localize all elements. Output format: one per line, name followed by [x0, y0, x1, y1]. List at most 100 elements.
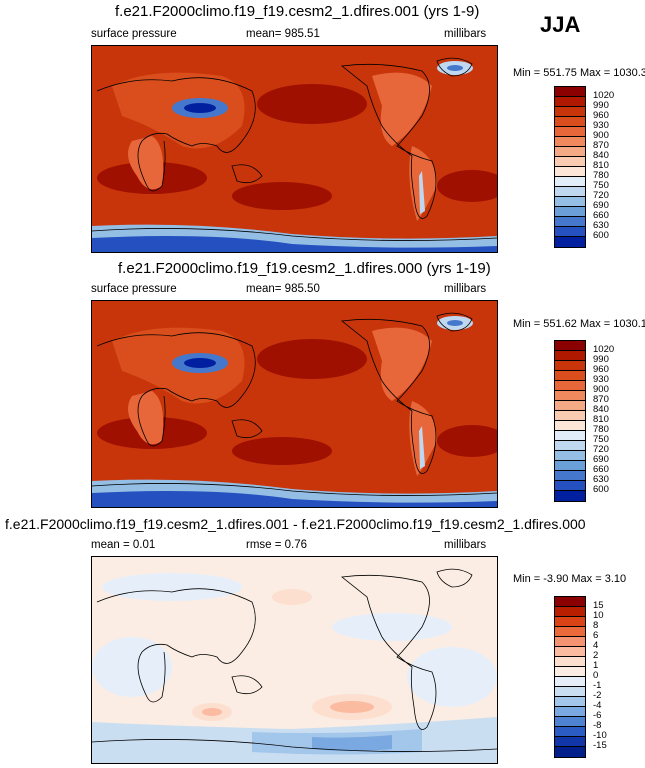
colorbar-label: -4	[593, 700, 602, 711]
panel2-variable: surface pressure	[91, 283, 177, 295]
panel1-units: millibars	[444, 28, 487, 40]
colorbar-swatch	[555, 147, 585, 157]
colorbar-label: 2	[593, 650, 599, 661]
colorbar-label: -2	[593, 690, 602, 701]
colorbar-swatch	[555, 207, 585, 217]
panel3-minmax: Min = -3.90 Max = 3.10	[513, 573, 627, 585]
panel2-colorbar	[554, 340, 586, 502]
colorbar-label: 10	[593, 610, 604, 621]
season-label: JJA	[540, 12, 581, 37]
colorbar-swatch	[555, 647, 585, 657]
colorbar-swatch	[555, 227, 585, 237]
colorbar-swatch	[555, 217, 585, 227]
colorbar-swatch	[555, 471, 585, 481]
panel3-map	[91, 556, 498, 764]
colorbar-swatch	[555, 371, 585, 381]
colorbar-label: 930	[593, 120, 609, 131]
colorbar-swatch	[555, 127, 585, 137]
colorbar-swatch	[555, 727, 585, 737]
colorbar-label: 870	[593, 140, 609, 151]
panel2-title: f.e21.F2000climo.f19_f19.cesm2_1.dfires.…	[118, 260, 491, 277]
colorbar-label: 840	[593, 404, 609, 415]
colorbar-swatch	[555, 117, 585, 127]
colorbar-swatch	[555, 667, 585, 677]
colorbar-swatch	[555, 697, 585, 707]
colorbar-label: 900	[593, 384, 609, 395]
colorbar-label: 960	[593, 364, 609, 375]
colorbar-swatch	[555, 107, 585, 117]
colorbar-label: 660	[593, 210, 609, 221]
colorbar-swatch	[555, 617, 585, 627]
colorbar-swatch	[555, 187, 585, 197]
colorbar-swatch	[555, 441, 585, 451]
colorbar-swatch	[555, 381, 585, 391]
colorbar-label: 720	[593, 190, 609, 201]
panel3-mean: mean = 0.01	[91, 539, 156, 551]
colorbar-swatch	[555, 97, 585, 107]
colorbar-label: 960	[593, 110, 609, 121]
colorbar-label: 870	[593, 394, 609, 405]
colorbar-swatch	[555, 597, 585, 607]
colorbar-label: -1	[593, 680, 602, 691]
colorbar-label: 6	[593, 630, 599, 641]
panel3-rmse: rmse = 0.76	[246, 539, 308, 551]
colorbar-swatch	[555, 491, 585, 501]
colorbar-swatch	[555, 627, 585, 637]
panel1-variable: surface pressure	[91, 28, 177, 40]
colorbar-swatch	[555, 237, 585, 247]
colorbar-swatch	[555, 351, 585, 361]
colorbar-label: 810	[593, 160, 609, 171]
panel3-title: f.e21.F2000climo.f19_f19.cesm2_1.dfires.…	[5, 516, 586, 532]
colorbar-swatch	[555, 451, 585, 461]
colorbar-label: 15	[593, 600, 604, 611]
panel1-title: f.e21.F2000climo.f19_f19.cesm2_1.dfires.…	[115, 3, 480, 20]
panel2-mean: mean= 985.50	[246, 283, 320, 295]
panel1-map	[91, 45, 498, 253]
colorbar-swatch	[555, 431, 585, 441]
colorbar-swatch	[555, 737, 585, 747]
colorbar-label: 4	[593, 640, 599, 651]
panel1-minmax: Min = 551.75 Max = 1030.35	[513, 67, 645, 79]
colorbar-swatch	[555, 607, 585, 617]
colorbar-label: 780	[593, 424, 609, 435]
colorbar-label: 0	[593, 670, 599, 681]
colorbar-swatch	[555, 137, 585, 147]
colorbar-swatch	[555, 391, 585, 401]
panel2-units: millibars	[444, 283, 487, 295]
colorbar-swatch	[555, 87, 585, 97]
panel3-units: millibars	[444, 539, 487, 551]
colorbar-label: 8	[593, 620, 599, 631]
panel1-mean: mean= 985.51	[246, 28, 320, 40]
colorbar-swatch	[555, 177, 585, 187]
colorbar-label: 990	[593, 354, 609, 365]
colorbar-swatch	[555, 341, 585, 351]
colorbar-label: -8	[593, 720, 602, 731]
colorbar-swatch	[555, 157, 585, 167]
colorbar-label: 810	[593, 414, 609, 425]
panel2-map	[91, 300, 498, 508]
colorbar-swatch	[555, 717, 585, 727]
colorbar-swatch	[555, 167, 585, 177]
colorbar-label: 690	[593, 200, 609, 211]
colorbar-label: -6	[593, 710, 602, 721]
colorbar-label: 930	[593, 374, 609, 385]
panel1-colorbar	[554, 86, 586, 248]
colorbar-swatch	[555, 461, 585, 471]
colorbar-label: 990	[593, 100, 609, 111]
colorbar-swatch	[555, 677, 585, 687]
colorbar-label: 900	[593, 130, 609, 141]
colorbar-swatch	[555, 747, 585, 757]
panel2-minmax: Min = 551.62 Max = 1030.13	[513, 318, 645, 330]
colorbar-swatch	[555, 197, 585, 207]
colorbar-swatch	[555, 411, 585, 421]
colorbar-label: 600	[593, 484, 609, 495]
colorbar-label: 1020	[593, 90, 615, 101]
colorbar-swatch	[555, 687, 585, 697]
colorbar-label: 1	[593, 660, 599, 671]
colorbar-swatch	[555, 481, 585, 491]
colorbar-label: 630	[593, 220, 609, 231]
colorbar-swatch	[555, 421, 585, 431]
colorbar-label: 660	[593, 464, 609, 475]
colorbar-label: 780	[593, 170, 609, 181]
colorbar-label: 840	[593, 150, 609, 161]
